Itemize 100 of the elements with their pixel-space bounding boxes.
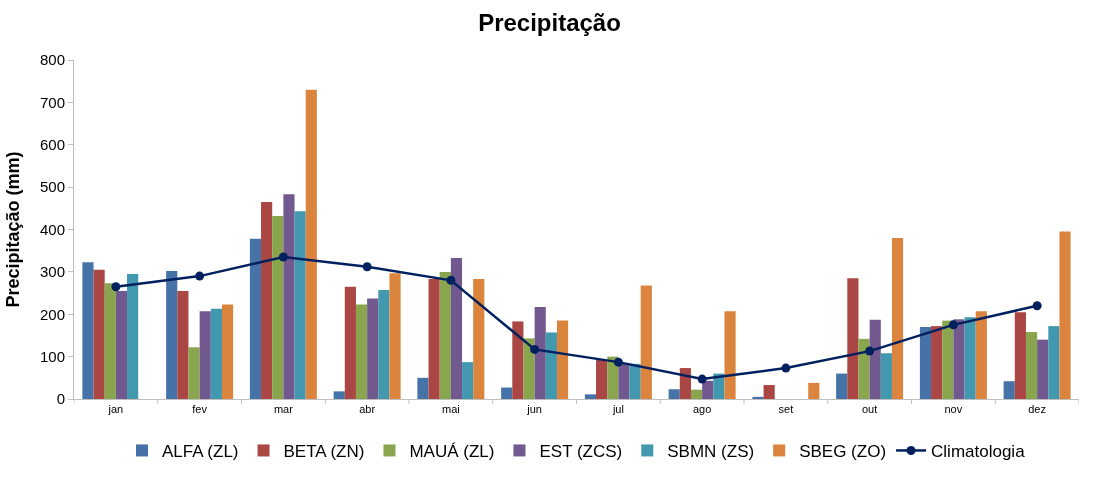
bar [344, 286, 356, 399]
bar [428, 279, 440, 399]
x-tick-label: nov [944, 403, 963, 416]
bar [166, 271, 178, 399]
bar [261, 201, 273, 399]
x-tick-label: dez [1028, 403, 1047, 416]
bar [115, 290, 128, 399]
bar [556, 320, 569, 399]
bar [199, 311, 211, 399]
bar [808, 382, 820, 399]
x-tick-label: mar [273, 403, 294, 416]
bar [127, 273, 139, 399]
y-tick-label: 500 [39, 178, 65, 196]
bar [534, 307, 546, 399]
bar [1059, 231, 1071, 399]
point [195, 271, 205, 281]
x-tick-label: jul [611, 403, 624, 416]
bar [104, 283, 116, 399]
bar [1048, 326, 1060, 399]
bar [836, 373, 848, 399]
bar [919, 326, 932, 399]
bar [545, 332, 557, 399]
chart-title: Precipitação [478, 9, 621, 37]
bar [1037, 339, 1049, 399]
bar [584, 394, 597, 399]
point [781, 363, 791, 373]
bar [763, 385, 775, 399]
point [948, 320, 958, 330]
bar [82, 262, 94, 399]
y-tick-label: 600 [39, 136, 65, 153]
bar [596, 360, 608, 399]
bar [931, 326, 943, 399]
x-tick-label: jun [526, 403, 542, 416]
y-tick-label: 400 [39, 220, 65, 238]
bar [668, 389, 680, 399]
bar [417, 377, 429, 399]
bar [283, 194, 295, 399]
bar [378, 290, 390, 399]
y-tick-label: 800 [39, 51, 65, 69]
bar [975, 311, 987, 399]
bar [188, 347, 200, 399]
bar [752, 396, 764, 399]
bar [305, 89, 317, 399]
x-tick-label: jan [107, 403, 124, 416]
bar [93, 269, 105, 399]
point [613, 357, 623, 367]
bar [953, 319, 965, 399]
bar [512, 321, 524, 399]
legend-label: Climatologia [931, 442, 1026, 462]
x-tick-label: abr [359, 403, 376, 416]
point [865, 346, 875, 356]
bar [679, 368, 691, 399]
legend-label: MAUÁ (ZL) [409, 442, 495, 462]
bar [847, 278, 859, 399]
x-tick-label: ago [692, 403, 712, 416]
bar [450, 257, 463, 399]
x-tick-label: out [861, 403, 878, 416]
bar [177, 290, 189, 399]
bar [462, 362, 474, 399]
bar [942, 320, 954, 399]
point [111, 282, 121, 292]
bar [1003, 381, 1015, 399]
y-tick-label: 0 [56, 390, 65, 408]
point [278, 252, 288, 262]
y-axis-title: Precipitação (mm) [3, 151, 24, 308]
bar [880, 353, 892, 399]
bar [249, 238, 262, 399]
bar [1025, 332, 1038, 399]
bar [367, 298, 379, 399]
bar [724, 311, 736, 399]
y-tick-label: 100 [39, 347, 65, 365]
bar [210, 308, 222, 399]
point [446, 275, 456, 285]
bar [1014, 312, 1026, 399]
bar [221, 304, 234, 399]
bar [629, 363, 641, 399]
bar [702, 380, 714, 399]
bar [523, 338, 535, 399]
bar [389, 273, 401, 399]
legend-label: BETA (ZN) [283, 442, 365, 462]
point [362, 262, 372, 272]
y-tick-label: 300 [39, 263, 65, 281]
x-tick-label: mai [442, 403, 460, 416]
bar [640, 285, 652, 399]
bar [891, 237, 904, 399]
bar [473, 279, 485, 399]
bar [439, 271, 451, 399]
legend-label: SBMN (ZS) [667, 442, 755, 462]
bar [618, 363, 630, 399]
point [530, 344, 540, 354]
legend-label: SBEG (ZO) [799, 442, 887, 462]
legend-label: EST (ZCS) [539, 442, 623, 462]
point [697, 374, 707, 384]
bar [355, 304, 368, 399]
bar [272, 215, 284, 399]
bar [964, 317, 976, 399]
y-tick-label: 200 [39, 305, 65, 323]
bar [869, 319, 881, 399]
bar [690, 389, 703, 399]
bar [501, 387, 513, 399]
